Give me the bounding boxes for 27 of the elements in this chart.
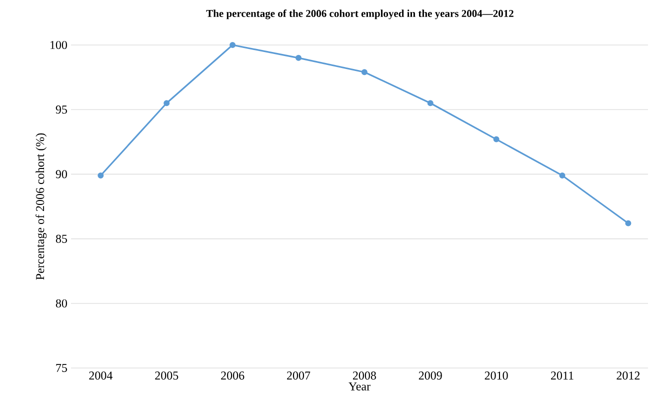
x-tick-label: 2011	[551, 372, 574, 380]
y-tick-label: 90	[56, 170, 68, 178]
chart-title: The percentage of the 2006 cohort employed in the years 2004—2012	[206, 10, 514, 20]
x-tick-label: 2008	[352, 372, 376, 380]
x-tick-label: 2004	[89, 372, 112, 380]
y-axis-title: Percentage of 2006 cohort (%)	[36, 133, 47, 280]
y-tick-label: 100	[50, 40, 68, 50]
point	[296, 54, 302, 61]
y-tick-label: 95	[56, 106, 68, 114]
point	[361, 69, 368, 76]
point	[427, 100, 434, 106]
x-tick-label: 2007	[287, 372, 310, 380]
point	[230, 42, 236, 48]
point	[98, 172, 104, 178]
point	[559, 172, 566, 178]
x-tick-label: 2005	[155, 372, 178, 380]
y-tick-label: 80	[56, 299, 68, 308]
x-tick-label: 2009	[418, 372, 442, 380]
x-tick-label: 2012	[616, 372, 640, 380]
y-tick-label: 75	[56, 364, 68, 372]
point	[164, 100, 170, 106]
x-axis-title: Year	[348, 382, 370, 390]
x-tick-label: 2006	[221, 372, 244, 380]
y-tick-label: 85	[56, 234, 68, 243]
x-tick-label: 2010	[484, 372, 508, 380]
point	[625, 220, 632, 226]
point	[493, 136, 500, 142]
